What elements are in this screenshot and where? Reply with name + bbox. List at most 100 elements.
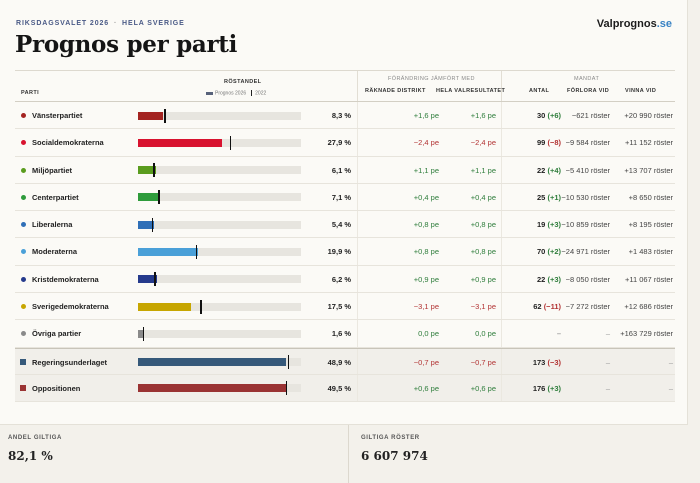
- seat-change: (+6): [547, 111, 561, 120]
- prev-result-tick: [195, 244, 198, 259]
- seat-number: 19: [537, 220, 546, 230]
- seat-number: 30: [537, 111, 546, 120]
- vote-share-value: 8,3 %: [331, 111, 351, 120]
- col-vote-share: RÖSTANDEL: [224, 79, 262, 85]
- seat-count: 173 (−3): [533, 358, 561, 367]
- prev-result-tick: [164, 108, 166, 123]
- vote-share-value: 17,5 %: [327, 302, 351, 312]
- lose-seat-at: −7 272 röster: [565, 302, 610, 312]
- legend-prev-label: 2022: [255, 90, 267, 97]
- party-name[interactable]: Övriga partier: [32, 329, 82, 339]
- win-seat-at: +11 152 röster: [624, 138, 673, 148]
- table-row[interactable]: Moderaterna 19,9 % +0,8 pe +0,8 pe 70 (+2) −2…: [15, 238, 675, 266]
- party-name[interactable]: Sverigedemokraterna: [32, 302, 109, 312]
- table-row[interactable]: Miljöpartiet 6,1 % +1,1 pe +1,1 pe 22 (+4) −5…: [15, 156, 675, 184]
- col-mandate-group: MANDAT: [574, 76, 600, 82]
- vote-share-bar-fill: [138, 275, 157, 284]
- vote-share-bar: [138, 355, 301, 370]
- turnout-label: ANDEL GILTIGA: [8, 435, 62, 441]
- party-name[interactable]: Kristdemokraterna: [32, 274, 99, 284]
- prev-result-tick: [285, 381, 287, 396]
- site-logo[interactable]: Valprognos.se: [597, 18, 672, 30]
- party-name[interactable]: Regeringsunderlaget: [32, 357, 108, 367]
- footer-divider: [348, 425, 349, 483]
- change-total-result: +0,9 pe: [470, 274, 496, 284]
- lose-seat-at: −10 530 röster: [561, 192, 610, 202]
- seat-count: 30 (+6): [537, 111, 561, 120]
- legend-forecast-swatch: [206, 91, 213, 95]
- win-seat-at: +11 067 röster: [624, 274, 673, 284]
- table-row[interactable]: Vänsterpartiet 8,3 % +1,6 pe +1,6 pe 30 (+6)…: [15, 102, 675, 130]
- logo-main: Valprognos: [596, 18, 657, 30]
- party-name[interactable]: Miljöpartiet: [32, 165, 73, 175]
- change-total-result: +1,1 pe: [470, 165, 496, 175]
- party-color-marker: [21, 304, 26, 310]
- table-row[interactable]: Socialdemokraterna 27,9 % −2,4 pe −2,4 pe 99…: [15, 129, 675, 157]
- party-name[interactable]: Liberalerna: [32, 220, 73, 230]
- col-party: PARTI: [21, 90, 40, 96]
- logo-tld: .se: [656, 18, 672, 30]
- party-name[interactable]: Vänsterpartiet: [32, 111, 83, 120]
- vote-share-bar: [138, 299, 301, 314]
- seat-change: (+3): [547, 274, 561, 284]
- party-name[interactable]: Centerpartiet: [32, 192, 79, 202]
- prev-result-tick: [154, 272, 156, 287]
- win-seat-at: +163 729 röster: [620, 329, 673, 339]
- lose-seat-at: −9 584 röster: [565, 138, 610, 148]
- vote-share-bar-fill: [138, 193, 160, 202]
- prev-result-tick: [229, 135, 232, 150]
- table-row[interactable]: Liberalerna 5,4 % +0,8 pe +0,8 pe 19 (+3) −10…: [15, 211, 675, 239]
- lose-seat-at: –: [605, 329, 610, 339]
- col-lose-at: FÖRLORA VID: [567, 88, 610, 94]
- valid-votes-box: GILTIGA RÖSTER 6 607 974: [349, 425, 688, 483]
- seat-number: 176: [532, 383, 546, 393]
- seat-number: 62: [533, 302, 542, 312]
- win-seat-at: –: [668, 383, 673, 393]
- vote-share-bar: [138, 381, 301, 396]
- table-row[interactable]: Kristdemokraterna 6,2 % +0,9 pe +0,9 pe 22 (…: [15, 265, 675, 294]
- vote-share-bar: [138, 163, 301, 178]
- table-row[interactable]: Sverigedemokraterna 17,5 % −3,1 pe −3,1 pe 6…: [15, 293, 675, 321]
- party-name[interactable]: Socialdemokraterna: [32, 138, 104, 148]
- seat-count: 25 (+1): [537, 193, 561, 202]
- kicker-separator: ·: [113, 20, 118, 27]
- seat-change: (+3): [547, 220, 561, 230]
- lose-seat-at: –: [605, 357, 610, 367]
- vote-share-value: 27,9 %: [327, 138, 351, 148]
- legend-prev-tick: [251, 90, 253, 96]
- col-change-group: FÖRÄNDRING JÄMFÖRT MED: [388, 76, 475, 82]
- seat-number: 25: [537, 192, 546, 202]
- vote-share-bar-fill: [138, 329, 143, 338]
- vote-share-legend: Prognos 2026 2022: [206, 90, 266, 96]
- change-counted-districts: +0,4 pe: [413, 192, 439, 202]
- vote-share-bar: [138, 108, 301, 123]
- vote-share-bar-fill: [138, 302, 191, 311]
- table-row[interactable]: Centerpartiet 7,1 % +0,4 pe +0,4 pe 25 (+1) −…: [15, 183, 675, 212]
- prev-result-tick: [142, 326, 145, 341]
- seat-count: 19 (+3): [537, 220, 561, 229]
- party-color-marker: [21, 113, 26, 118]
- party-color-marker: [20, 385, 26, 392]
- change-counted-districts: +0,8 pe: [413, 220, 439, 230]
- seat-count: 176 (+3): [533, 384, 561, 393]
- kicker: RIKSDAGSVALET 2026 · HELA SVERIGE: [16, 20, 185, 27]
- table-row[interactable]: Övriga partier 1,6 % 0,0 pe 0,0 pe – – +163 72…: [15, 320, 675, 348]
- seat-count: 22 (+3): [537, 275, 561, 284]
- vote-share-bar: [138, 272, 301, 287]
- block-row[interactable]: Regeringsunderlaget 48,9 % −0,7 pe −0,7 pe 1…: [15, 347, 675, 375]
- seat-number: 173: [532, 357, 546, 367]
- seat-number: –: [556, 329, 561, 339]
- party-color-marker: [21, 222, 26, 228]
- kicker-region: HELA SVERIGE: [122, 20, 185, 27]
- seat-count: 22 (+4): [537, 166, 561, 175]
- party-name[interactable]: Oppositionen: [32, 383, 81, 393]
- win-seat-at: +1 483 röster: [628, 247, 673, 257]
- vote-share-value: 48,9 %: [327, 357, 351, 367]
- col-counted-districts: RÄKNADE DISTRIKT: [365, 88, 426, 94]
- block-row[interactable]: Oppositionen 49,5 % +0,6 pe +0,6 pe 176 (+3)…: [15, 374, 675, 403]
- vote-share-bar: [138, 190, 301, 205]
- change-total-result: 0,0 pe: [475, 329, 496, 339]
- party-name[interactable]: Moderaterna: [32, 247, 78, 257]
- turnout-value: 82,1 %: [8, 449, 53, 463]
- change-counted-districts: +0,8 pe: [413, 247, 439, 257]
